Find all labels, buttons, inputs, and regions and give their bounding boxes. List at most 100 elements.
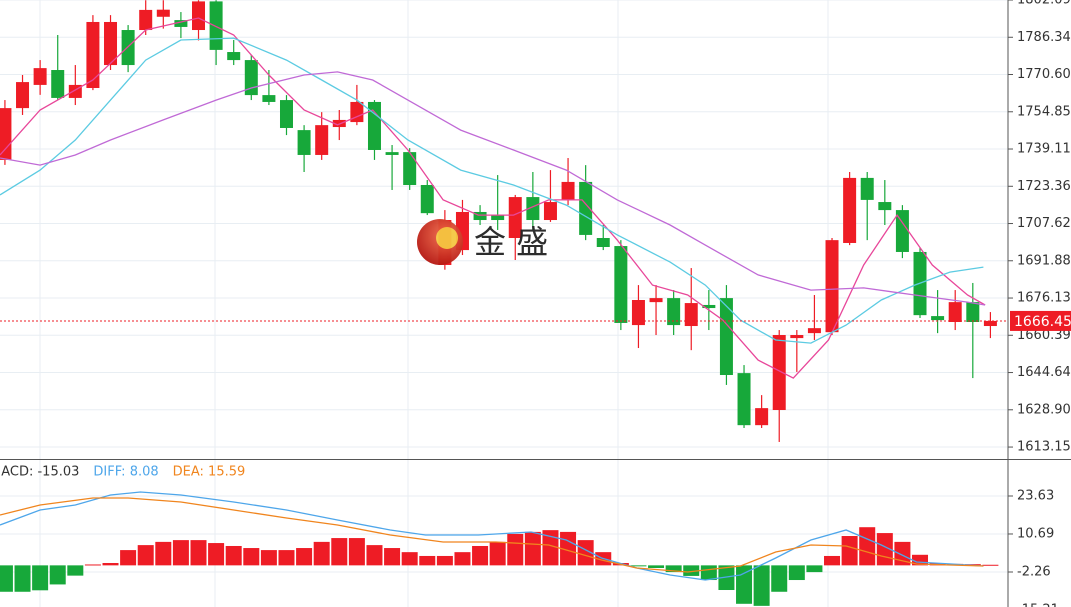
- candle-body: [86, 21, 100, 88]
- watermark-text: 金 盛: [474, 223, 548, 261]
- candle-body: [790, 335, 804, 339]
- legend-entry: DIFF: 8.08: [93, 465, 158, 480]
- candle-body: [825, 240, 839, 333]
- histogram-bar: [859, 527, 876, 566]
- histogram-bar: [806, 565, 823, 573]
- histogram-bar: [648, 565, 665, 568]
- line-series: [0, 37, 984, 344]
- candle-body: [649, 298, 663, 303]
- y-tick-label: 1707.62: [1017, 216, 1071, 231]
- y-tick-label: 1613.15: [1017, 440, 1071, 455]
- y-tick-label: 1739.11: [1017, 142, 1071, 157]
- line-series: [0, 71, 986, 306]
- candle-body: [403, 152, 417, 186]
- histogram-bar: [489, 541, 506, 566]
- y-tick-label: 1691.88: [1017, 253, 1071, 268]
- line-series: [0, 497, 984, 573]
- histogram-bar: [84, 564, 101, 566]
- histogram-bar: [436, 555, 453, 566]
- candle-body: [104, 21, 118, 66]
- histogram-bar: [577, 540, 594, 566]
- histogram-bar: [683, 565, 700, 576]
- candle-body: [948, 302, 962, 323]
- candle-body: [684, 303, 698, 327]
- candle-body: [772, 335, 786, 411]
- histogram-bar: [560, 531, 577, 566]
- candle-body: [33, 68, 47, 85]
- histogram-bar: [172, 540, 189, 566]
- histogram-bar: [419, 555, 436, 566]
- histogram-bar: [982, 564, 999, 566]
- histogram-bar: [14, 565, 31, 592]
- candle-body: [0, 108, 12, 160]
- candle-body: [807, 328, 821, 334]
- histogram-bar: [102, 563, 119, 566]
- histogram-bar: [630, 565, 647, 567]
- candle-body: [367, 101, 381, 150]
- histogram-bar: [788, 565, 805, 581]
- candle-body: [702, 304, 716, 309]
- y-tick-label: 10.69: [1017, 526, 1054, 541]
- y-tick-label: 23.63: [1017, 489, 1054, 504]
- candle-body: [473, 211, 487, 221]
- candle-body: [843, 177, 857, 243]
- candle-body: [209, 1, 223, 50]
- histogram-bar: [120, 550, 137, 566]
- candle-body: [526, 197, 540, 221]
- histogram-bar: [155, 541, 172, 566]
- histogram-bar: [753, 565, 770, 606]
- histogram-bar: [331, 538, 348, 566]
- histogram-bar: [401, 552, 418, 566]
- histogram-bar: [296, 548, 313, 566]
- logo-inner: [436, 227, 458, 249]
- histogram-bar: [771, 565, 788, 592]
- candle-body: [227, 52, 241, 61]
- candle-body: [543, 202, 557, 221]
- histogram-bar: [67, 565, 84, 576]
- candle-body: [315, 125, 329, 155]
- histogram-bar: [190, 540, 207, 566]
- line-series: [0, 491, 984, 581]
- candle-body: [156, 9, 170, 17]
- candle-body: [878, 202, 892, 211]
- histogram-bar: [384, 548, 401, 566]
- y-tick-label: -15.21: [1017, 602, 1059, 607]
- legend-entry: DEA: 15.59: [173, 465, 246, 480]
- candle-body: [579, 181, 593, 235]
- y-tick-label: 1660.39: [1017, 328, 1071, 343]
- y-tick-label: 1802.09: [1017, 0, 1071, 8]
- histogram-bar: [32, 565, 49, 591]
- candle-body: [51, 70, 65, 98]
- candle-body: [755, 408, 769, 426]
- candle-body: [561, 181, 575, 200]
- candle-body: [614, 246, 628, 323]
- candle-body: [297, 130, 311, 155]
- histogram-bar: [243, 548, 260, 566]
- y-tick-label: -2.26: [1017, 564, 1051, 579]
- histogram-bar: [348, 538, 365, 566]
- histogram-bar: [472, 545, 489, 566]
- candle-body: [174, 20, 188, 27]
- candle-body: [244, 60, 258, 96]
- candle-body: [262, 95, 276, 102]
- y-tick-label: 1676.13: [1017, 291, 1071, 306]
- candle-body: [192, 1, 206, 31]
- candle-body: [719, 298, 733, 376]
- histogram-bar: [718, 565, 735, 591]
- histogram-bar: [137, 545, 154, 566]
- histogram-bar: [454, 552, 471, 566]
- y-tick-label: 1770.60: [1017, 67, 1071, 82]
- histogram-bar: [824, 555, 841, 566]
- histogram-bar: [0, 565, 13, 592]
- candle-body: [508, 197, 522, 239]
- histogram-bar: [542, 530, 559, 566]
- histogram-bar: [700, 565, 717, 581]
- candle-body: [983, 320, 997, 327]
- histogram-bar: [366, 545, 383, 566]
- histogram-bar: [313, 541, 330, 566]
- histogram-bar: [278, 550, 295, 566]
- legend-entry: MACD: -15.03: [0, 465, 79, 480]
